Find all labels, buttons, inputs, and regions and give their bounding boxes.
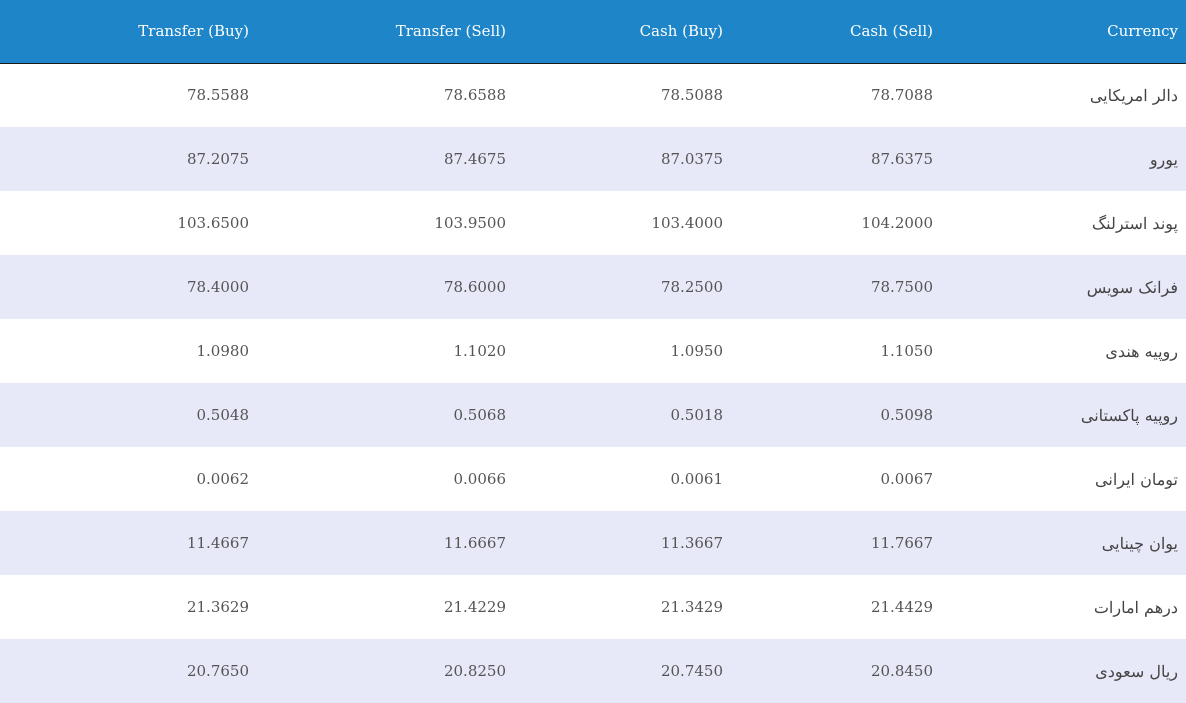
- cell-currency: روپیه هندی: [1105, 341, 1178, 361]
- table-row: 0.5048 0.5068 0.5018 0.5098 روپیه پاکستانی: [0, 383, 1186, 447]
- cell-currency: یورو: [1149, 149, 1178, 169]
- table-row: 78.5588 78.6588 78.5088 78.7088 دالر امریکای…: [0, 63, 1186, 127]
- cell-cash-buy: 11.3667: [660, 534, 723, 552]
- cell-transfer-sell: 87.4675: [443, 150, 506, 168]
- table-row: 1.0980 1.1020 1.0950 1.1050 روپیه هندی: [0, 319, 1186, 383]
- cell-transfer-buy: 78.5588: [186, 86, 249, 105]
- cell-cash-sell: 0.0067: [880, 470, 934, 488]
- header-cash-sell[interactable]: Cash (Sell): [723, 0, 933, 64]
- cell-transfer-sell: 0.5068: [453, 406, 507, 424]
- header-transfer-sell[interactable]: Transfer (Sell): [249, 0, 506, 64]
- cell-currency: دالر امریکایی: [1089, 85, 1178, 105]
- cell-cash-buy: 0.5018: [670, 406, 724, 424]
- header-currency[interactable]: Currency: [933, 0, 1186, 64]
- cell-transfer-buy: 103.6500: [177, 214, 249, 232]
- header-cash-buy[interactable]: Cash (Buy): [506, 0, 723, 64]
- cell-transfer-sell: 78.6588: [443, 86, 506, 105]
- cell-currency: ریال سعودی: [1095, 661, 1178, 681]
- cell-transfer-sell: 20.8250: [443, 662, 506, 680]
- cell-transfer-buy: 0.5048: [196, 406, 250, 424]
- cell-currency: یوان چینایی: [1101, 533, 1178, 553]
- cell-cash-buy: 20.7450: [660, 662, 723, 680]
- table-row: 103.6500 103.9500 103.4000 104.2000 پوند است…: [0, 191, 1186, 255]
- table-row: 87.2075 87.4675 87.0375 87.6375 یورو: [0, 127, 1186, 191]
- cell-currency: پوند استرلنگ: [1091, 213, 1178, 233]
- table-header: Transfer (Buy) Transfer (Sell) Cash (Buy…: [0, 0, 1186, 64]
- cell-transfer-sell: 1.1020: [453, 342, 507, 360]
- table-row: 11.4667 11.6667 11.3667 11.7667 یوان چینایی: [0, 511, 1186, 575]
- cell-cash-buy: 78.5088: [660, 86, 723, 105]
- cell-transfer-sell: 21.4229: [443, 598, 506, 616]
- cell-cash-buy: 0.0061: [670, 470, 724, 488]
- cell-transfer-buy: 20.7650: [186, 662, 249, 680]
- cell-transfer-buy: 11.4667: [186, 534, 249, 552]
- cell-cash-buy: 103.4000: [651, 214, 723, 232]
- cell-currency: تومان ایرانی: [1095, 469, 1178, 489]
- table-row: 78.4000 78.6000 78.2500 78.7500 فرانک سویس: [0, 255, 1186, 319]
- cell-transfer-buy: 21.3629: [186, 598, 249, 616]
- cell-transfer-sell: 103.9500: [434, 214, 506, 232]
- cell-cash-buy: 21.3429: [660, 598, 723, 616]
- header-row: Transfer (Buy) Transfer (Sell) Cash (Buy…: [0, 0, 1186, 64]
- cell-cash-sell: 11.7667: [870, 534, 933, 552]
- cell-cash-sell: 78.7500: [870, 278, 933, 296]
- cell-currency: فرانک سویس: [1086, 277, 1178, 297]
- table-row: 0.0062 0.0066 0.0061 0.0067 تومان ایرانی: [0, 447, 1186, 511]
- cell-cash-buy: 1.0950: [670, 342, 724, 360]
- table-row: 21.3629 21.4229 21.3429 21.4429 درهم امارات: [0, 575, 1186, 639]
- cell-transfer-buy: 87.2075: [186, 150, 249, 168]
- cell-cash-sell: 78.7088: [870, 86, 933, 105]
- cell-transfer-buy: 1.0980: [196, 342, 250, 360]
- cell-cash-sell: 21.4429: [870, 598, 933, 616]
- cell-cash-buy: 78.2500: [660, 278, 723, 296]
- cell-cash-sell: 87.6375: [870, 150, 933, 168]
- cell-cash-sell: 104.2000: [861, 214, 933, 232]
- cell-transfer-sell: 0.0066: [453, 470, 507, 488]
- cell-transfer-sell: 78.6000: [443, 278, 506, 296]
- cell-currency: درهم امارات: [1093, 597, 1178, 617]
- cell-cash-sell: 0.5098: [880, 406, 934, 424]
- header-transfer-buy[interactable]: Transfer (Buy): [0, 0, 249, 64]
- cell-transfer-buy: 0.0062: [196, 470, 250, 488]
- cell-transfer-buy: 78.4000: [186, 278, 249, 296]
- table-row: 20.7650 20.8250 20.7450 20.8450 ریال سعودی: [0, 639, 1186, 703]
- cell-cash-buy: 87.0375: [660, 150, 723, 168]
- cell-cash-sell: 1.1050: [880, 342, 934, 360]
- cell-cash-sell: 20.8450: [870, 662, 933, 680]
- table-body: 78.5588 78.6588 78.5088 78.7088 دالر امریکای…: [0, 63, 1186, 703]
- cell-currency: روپیه پاکستانی: [1080, 405, 1178, 425]
- cell-transfer-sell: 11.6667: [443, 534, 506, 552]
